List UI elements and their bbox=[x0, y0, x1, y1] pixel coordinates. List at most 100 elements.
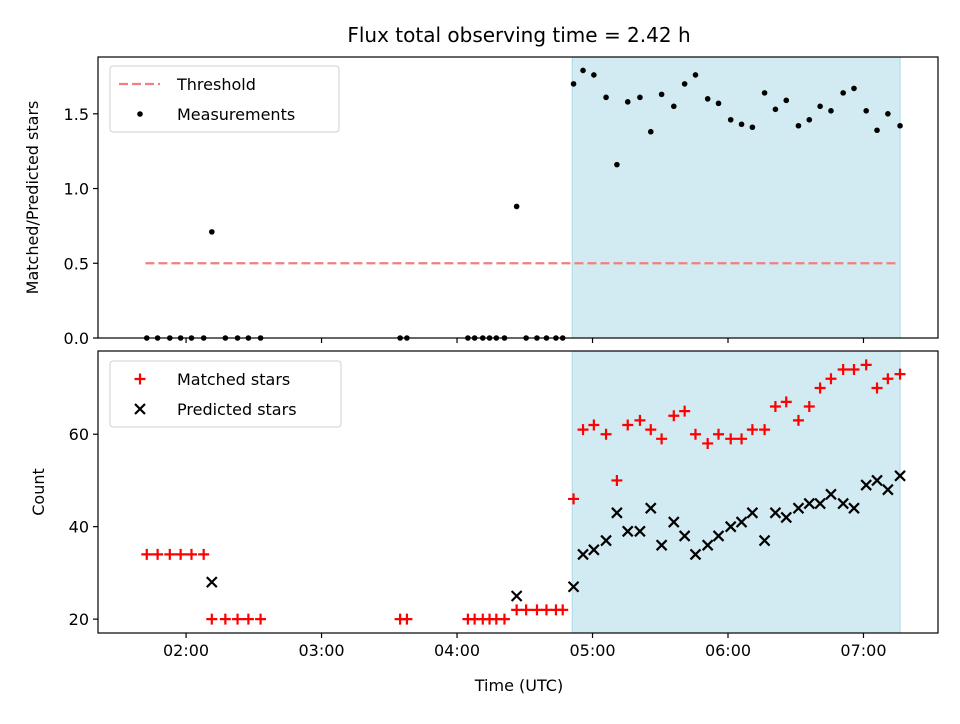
data-point bbox=[668, 516, 680, 528]
data-point bbox=[520, 604, 532, 616]
data-point bbox=[198, 548, 210, 560]
y-tick-label: 0.5 bbox=[64, 254, 89, 273]
data-point bbox=[164, 548, 176, 560]
shaded-observing-interval bbox=[571, 56, 901, 339]
data-point bbox=[840, 90, 846, 96]
y-tick-label: 1.0 bbox=[64, 180, 89, 199]
data-point bbox=[863, 108, 869, 114]
data-point bbox=[637, 94, 643, 101]
data-point bbox=[828, 108, 834, 114]
data-point bbox=[894, 470, 906, 482]
data-point bbox=[817, 103, 823, 110]
data-point bbox=[795, 122, 802, 129]
data-point bbox=[655, 539, 668, 551]
y-tick-label: 0.0 bbox=[64, 329, 89, 348]
data-point bbox=[783, 97, 790, 104]
y-axis-label: Count bbox=[29, 468, 48, 516]
data-point bbox=[141, 548, 153, 560]
data-point bbox=[513, 203, 520, 210]
data-point bbox=[871, 474, 883, 487]
data-point bbox=[232, 613, 244, 625]
data-point bbox=[185, 548, 197, 560]
data-point bbox=[715, 100, 722, 107]
data-point bbox=[152, 548, 164, 560]
data-point bbox=[792, 502, 805, 514]
data-point bbox=[588, 419, 600, 431]
data-point bbox=[806, 116, 813, 123]
data-point bbox=[772, 106, 779, 113]
legend-marker bbox=[137, 111, 143, 117]
data-point bbox=[894, 368, 906, 380]
data-point bbox=[611, 474, 623, 486]
y-axis-label: Matched/Predicted stars bbox=[23, 101, 42, 295]
data-point bbox=[746, 424, 758, 436]
data-point bbox=[738, 121, 745, 128]
data-point bbox=[882, 373, 894, 385]
data-point bbox=[803, 497, 816, 510]
legend: Matched stars Predicted stars bbox=[109, 360, 342, 428]
data-point bbox=[769, 400, 781, 412]
data-point bbox=[647, 128, 654, 135]
data-point bbox=[603, 94, 609, 101]
data-point bbox=[769, 507, 782, 519]
data-point bbox=[658, 91, 665, 98]
data-point bbox=[175, 548, 187, 560]
legend-label: Predicted stars bbox=[177, 400, 297, 419]
data-point bbox=[860, 359, 872, 371]
data-point bbox=[692, 72, 699, 78]
chart-panels: 0.0 0.5 1.0 1.5 Matched/Predicted stars Thres… bbox=[23, 56, 939, 660]
data-point bbox=[624, 99, 631, 105]
data-point bbox=[704, 96, 711, 102]
data-point bbox=[701, 539, 714, 551]
data-point bbox=[498, 613, 510, 625]
y-tick-label: 20 bbox=[69, 610, 89, 629]
data-point bbox=[759, 424, 771, 436]
data-point bbox=[746, 507, 759, 519]
data-point bbox=[780, 511, 793, 524]
y-tick-label: 60 bbox=[69, 425, 89, 444]
data-point bbox=[540, 604, 552, 616]
data-point bbox=[814, 382, 826, 394]
data-point bbox=[645, 424, 657, 436]
data-point bbox=[724, 520, 737, 533]
plot-frame bbox=[97, 350, 939, 634]
data-point bbox=[401, 613, 413, 625]
data-point bbox=[614, 161, 620, 168]
data-point bbox=[510, 590, 523, 602]
y-tick-label: 1.5 bbox=[64, 105, 89, 124]
data-point bbox=[568, 493, 580, 505]
data-point bbox=[681, 81, 688, 87]
data-point bbox=[511, 604, 523, 616]
legend-box bbox=[109, 360, 342, 428]
data-point bbox=[611, 507, 623, 519]
data-point bbox=[735, 516, 748, 528]
data-point bbox=[725, 433, 737, 445]
data-point bbox=[848, 363, 860, 375]
data-point bbox=[580, 67, 586, 74]
data-point bbox=[600, 534, 612, 547]
data-point bbox=[837, 363, 849, 375]
data-point bbox=[671, 103, 677, 110]
data-point bbox=[255, 613, 267, 625]
data-point bbox=[848, 502, 860, 514]
data-point bbox=[679, 405, 691, 417]
data-point bbox=[780, 396, 792, 408]
data-point bbox=[814, 497, 826, 510]
data-point bbox=[851, 85, 857, 92]
panel-2: 02:00 03:00 04:00 05:00 06:00 07:00 20 40 60 Coun… bbox=[29, 350, 939, 660]
data-point bbox=[837, 497, 849, 510]
data-point bbox=[600, 428, 612, 440]
data-point bbox=[792, 414, 804, 426]
data-point bbox=[713, 428, 725, 440]
data-point bbox=[803, 400, 815, 412]
data-point bbox=[825, 373, 837, 385]
data-point bbox=[209, 229, 215, 235]
data-point bbox=[689, 428, 701, 440]
x-tick-label: 02:00 bbox=[163, 641, 209, 660]
data-point bbox=[678, 530, 691, 542]
shaded-observing-interval bbox=[571, 350, 901, 634]
data-point bbox=[758, 534, 771, 547]
legend-marker bbox=[134, 403, 146, 415]
data-point bbox=[885, 110, 891, 117]
data-point bbox=[567, 580, 580, 593]
